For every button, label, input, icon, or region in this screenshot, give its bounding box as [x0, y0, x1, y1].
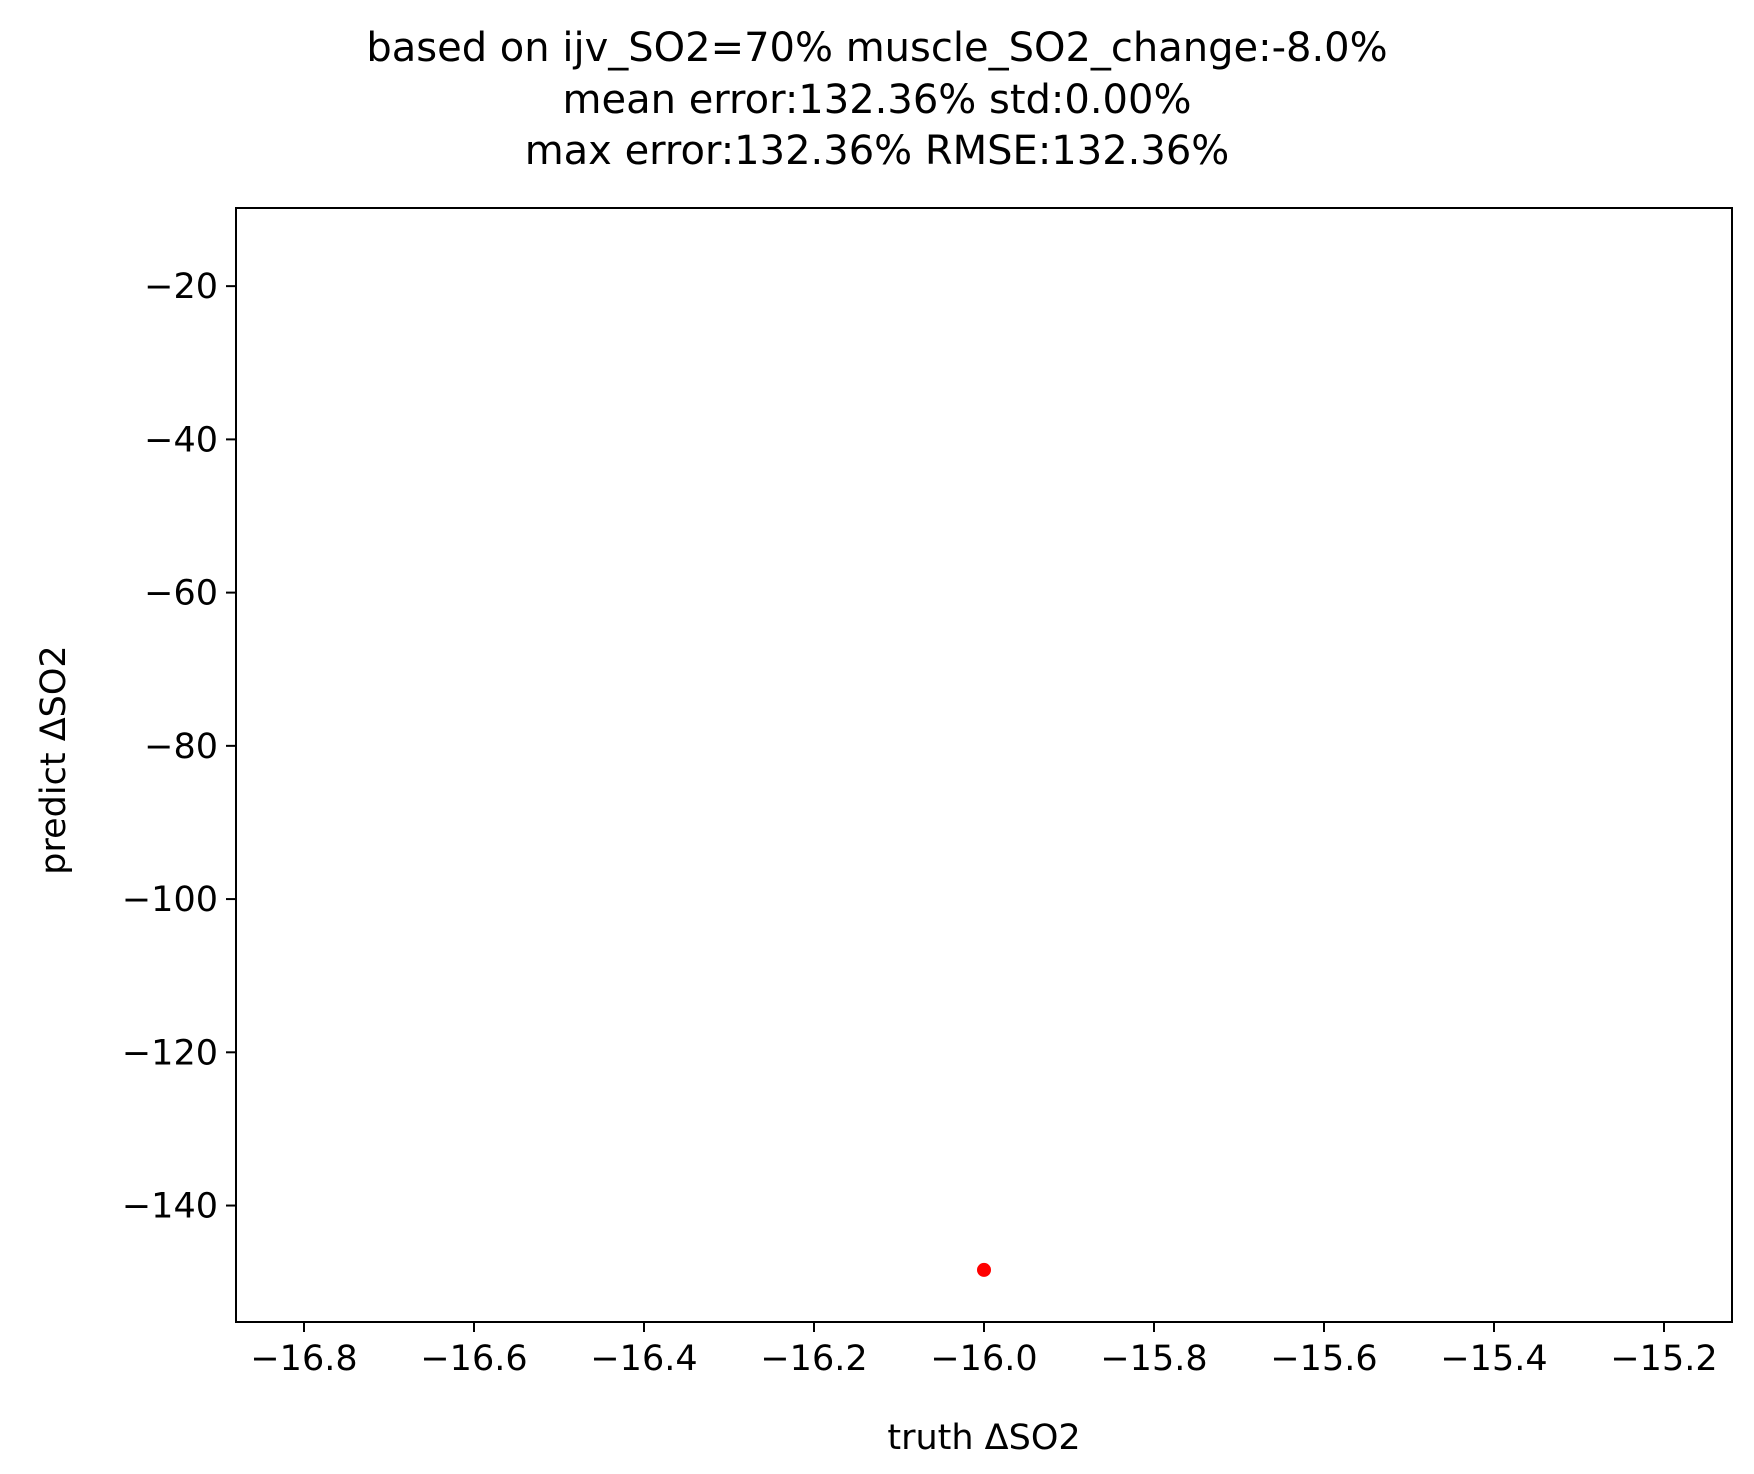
plot-area	[235, 207, 1733, 1323]
x-tick-label: −16.8	[250, 1339, 357, 1379]
x-tick-label: −15.8	[1100, 1339, 1207, 1379]
x-axis: −16.8 −16.6 −16.4 −16.2 −16.0 −15.8 −15.6 −15.4…	[250, 1322, 1718, 1379]
y-tick-label: −60	[144, 574, 218, 614]
x-tick-label: −16.0	[930, 1339, 1037, 1379]
x-tick-label: −15.2	[1610, 1339, 1717, 1379]
plot-frame	[235, 207, 1733, 1323]
y-tick-label: −100	[122, 880, 218, 920]
y-axis: −20 −40 −60 −80 −100 −120 −140	[122, 267, 236, 1227]
data-point	[977, 1262, 991, 1277]
chart-title-line-1: based on ijv_SO2=70% muscle_SO2_change:-…	[366, 25, 1388, 71]
chart-title-line-2: mean error:132.36% std:0.00%	[562, 77, 1192, 123]
y-tick-label: −40	[144, 420, 218, 460]
x-tick-label: −16.2	[760, 1339, 867, 1379]
y-tick-label: −80	[144, 727, 218, 767]
x-axis-label: truth ΔSO2	[887, 1418, 1080, 1458]
x-tick-label: −15.6	[1270, 1339, 1377, 1379]
x-tick-label: −16.6	[420, 1339, 527, 1379]
data-points	[977, 1262, 991, 1277]
y-tick-label: −120	[122, 1033, 218, 1073]
y-tick-label: −20	[144, 267, 218, 307]
y-tick-label: −140	[122, 1187, 218, 1227]
x-tick-label: −15.4	[1440, 1339, 1547, 1379]
x-tick-label: −16.4	[590, 1339, 697, 1379]
chart-title-line-3: max error:132.36% RMSE:132.36%	[524, 128, 1230, 174]
y-axis-label: predict ΔSO2	[34, 645, 74, 874]
